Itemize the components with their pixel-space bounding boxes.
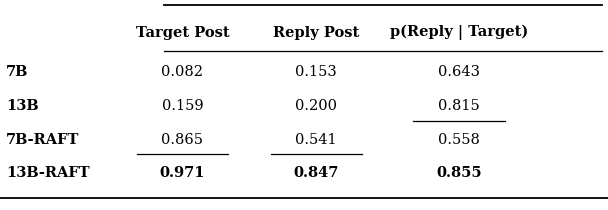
Text: 7B: 7B: [6, 66, 29, 79]
Text: Reply Post: Reply Post: [273, 26, 359, 39]
Text: 0.815: 0.815: [438, 99, 480, 113]
Text: 0.159: 0.159: [162, 99, 203, 113]
Text: 0.847: 0.847: [294, 166, 339, 180]
Text: 13B: 13B: [6, 99, 39, 113]
Text: 0.082: 0.082: [161, 66, 204, 79]
Text: 0.558: 0.558: [438, 133, 480, 147]
Text: 0.971: 0.971: [160, 166, 205, 180]
Text: 0.153: 0.153: [295, 66, 337, 79]
Text: 0.865: 0.865: [161, 133, 204, 147]
Text: Target Post: Target Post: [136, 26, 229, 39]
Text: 0.200: 0.200: [295, 99, 337, 113]
Text: 7B-RAFT: 7B-RAFT: [6, 133, 80, 147]
Text: 0.643: 0.643: [438, 66, 480, 79]
Text: 0.855: 0.855: [436, 166, 482, 180]
Text: 0.541: 0.541: [295, 133, 337, 147]
Text: 13B-RAFT: 13B-RAFT: [6, 166, 90, 180]
Text: p(Reply | Target): p(Reply | Target): [390, 25, 528, 40]
